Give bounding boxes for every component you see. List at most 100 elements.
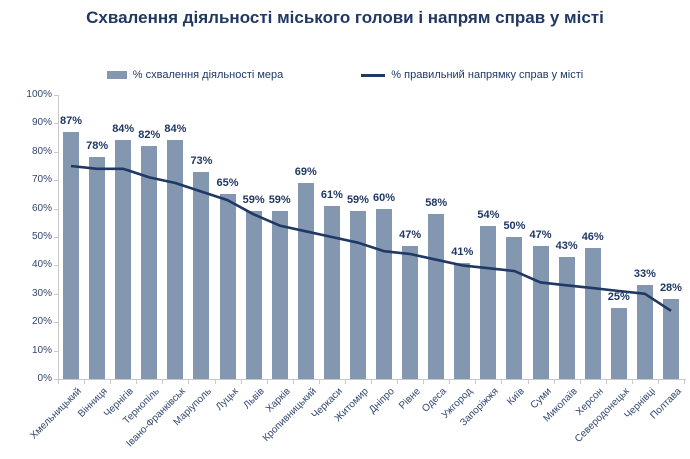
bar [636,285,653,379]
bar [428,214,445,379]
bar-value-label: 41% [451,245,474,258]
x-axis-tick [579,380,581,384]
bar [610,308,627,379]
x-axis-tick [162,380,164,384]
bar-value-label: 84% [112,123,135,136]
x-axis-tick [449,380,451,384]
y-axis-tick [54,123,58,125]
legend-item-line-series: % правильний напрямку справ у місті [361,69,583,81]
y-axis-tick [54,265,58,267]
x-axis-tick [58,380,59,384]
bar-value-label: 61% [320,188,343,201]
x-axis-tick [240,380,242,384]
y-axis-tick-label: 20% [31,316,52,328]
x-axis-tick [344,380,346,384]
legend-item-bar-series: % схвалення діяльності мера [106,69,284,81]
y-axis-tick-label: 40% [31,259,52,271]
x-axis-tick [657,380,659,384]
bar-value-label: 84% [164,123,187,136]
legend: % схвалення діяльності мера % правильний… [0,64,690,86]
legend-line-label: % правильний напрямку справ у місті [391,69,584,81]
bar [115,140,132,379]
x-axis-tick [136,380,138,384]
bar-value-label: 46% [581,231,604,244]
bar-value-label: 69% [294,166,317,179]
x-axis-line [58,379,686,380]
y-axis-tick [54,237,58,238]
bar [480,225,497,379]
bar [532,245,549,379]
y-axis-tick-label: 30% [31,287,52,299]
chart-title: Схвалення діяльності міського голови і н… [86,8,604,27]
y-axis-tick-label: 0% [37,373,52,384]
bar [349,211,366,379]
bar-value-label: 43% [555,239,578,252]
bar [167,140,184,379]
bar-value-label: 47% [399,228,422,241]
bar [89,157,106,379]
x-axis-tick [397,380,399,384]
y-axis-tick [54,293,58,295]
y-axis-tick-label: 10% [31,344,52,356]
bar [63,131,80,379]
x-axis-tick [214,380,216,384]
bar [454,262,471,379]
bar [584,248,601,379]
x-axis-tick [501,380,503,384]
x-axis-tick [292,380,294,384]
y-axis-tick-label: 90% [31,117,52,129]
line-swatch-icon [361,73,386,77]
y-axis-tick-label: 80% [31,145,52,157]
bar-value-label: 59% [242,194,265,207]
bar-value-label: 87% [60,114,83,127]
bar-value-label: 82% [138,129,161,142]
bar [662,299,679,379]
x-axis-tick [605,380,607,384]
bar [245,211,262,379]
bar-value-label: 28% [659,282,682,295]
trend-line-path [70,164,672,312]
y-axis-tick [54,322,58,324]
y-axis-tick-label: 100% [26,89,52,100]
x-axis-tick [318,380,320,384]
x-axis-tick [475,380,477,384]
y-axis-tick-label: 50% [31,231,52,242]
bar-value-label: 60% [373,191,396,204]
bar-value-label: 78% [86,140,109,153]
trend-line [70,164,672,312]
y-axis-tick [54,350,58,352]
bar [219,194,236,379]
x-axis-tick [188,380,190,384]
bar [141,146,158,379]
bar-value-label: 47% [529,228,552,241]
bar-value-label: 65% [216,177,239,190]
bar-value-label: 33% [633,268,656,281]
bar [323,205,340,379]
y-axis-line [58,95,59,379]
y-axis-tick [54,379,58,380]
y-axis-tick [54,180,58,182]
bar [558,256,575,379]
bar-swatch-icon [106,71,127,79]
x-axis-tick [423,380,425,384]
x-axis-tick [631,380,633,384]
x-axis-tick [684,380,685,384]
bar [271,211,288,379]
x-axis-tick [371,380,372,384]
bar [193,171,210,379]
bar-value-label: 50% [503,220,526,232]
bar [402,245,419,379]
x-axis-tick [84,380,86,384]
legend-bar-label: % схвалення діяльності мера [132,69,284,81]
y-axis-tick-label: 70% [31,174,52,186]
y-axis-tick [54,95,58,96]
y-axis-tick [54,151,58,153]
x-axis-tick [266,380,268,384]
y-axis-tick [54,208,58,210]
bar-value-label: 73% [190,154,213,167]
bar-value-label: 54% [477,208,500,221]
x-axis-tick [110,380,112,384]
bar-value-label: 58% [425,197,448,210]
bar-value-label: 25% [607,291,630,303]
